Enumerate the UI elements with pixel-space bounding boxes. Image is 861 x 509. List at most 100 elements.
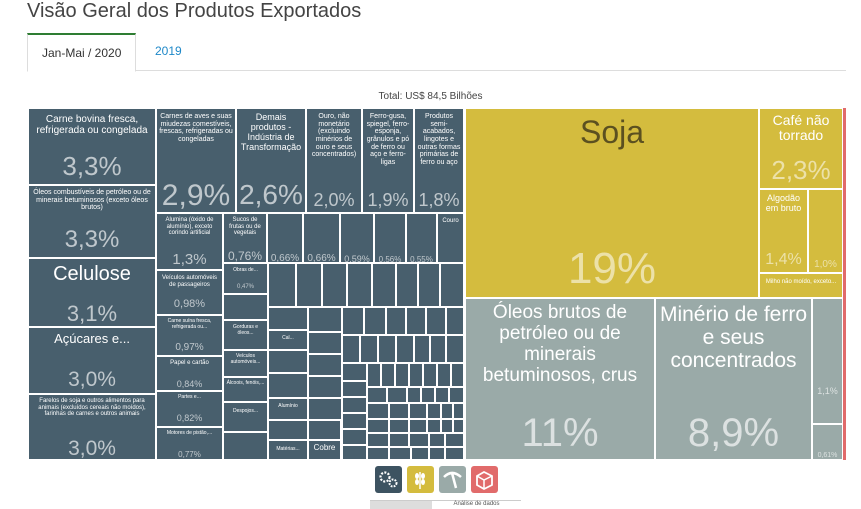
- treemap-cell-papel-e-cartao[interactable]: Papel e cartão 0,84%: [156, 356, 223, 391]
- treemap-cell-ferro-gusa-spiegel-ferro-esponja-granulo[interactable]: Ferro-gusa, spiegel, ferro-esponja, grân…: [362, 108, 414, 213]
- treemap-cell-small[interactable]: [429, 433, 445, 447]
- treemap-cell-materias[interactable]: Matérias...: [268, 440, 308, 460]
- treemap-cell-item-22[interactable]: 0,66%: [303, 213, 340, 263]
- treemap-cell-small[interactable]: [308, 398, 342, 420]
- treemap-cell-small[interactable]: [342, 397, 367, 413]
- treemap-cell-small[interactable]: [389, 419, 409, 433]
- treemap-cell-small[interactable]: [407, 387, 421, 403]
- treemap-cell-motores-de-pistao[interactable]: Motores de pistão,... 0,77%: [156, 427, 223, 460]
- treemap-cell-small[interactable]: [308, 307, 342, 332]
- treemap-cell-small[interactable]: [342, 381, 367, 397]
- treemap-cell-small[interactable]: [268, 420, 308, 440]
- treemap-cell-small[interactable]: [430, 335, 446, 363]
- treemap-cell-small[interactable]: [378, 335, 396, 363]
- treemap-cell-small[interactable]: [446, 335, 464, 363]
- treemap-cell-small[interactable]: [441, 419, 453, 433]
- treemap-cell-small[interactable]: [308, 376, 342, 398]
- treemap-cell-despojos[interactable]: Despojos...: [223, 402, 268, 432]
- treemap-cell-small[interactable]: [381, 363, 395, 387]
- treemap-cell-cafe-nao-torrado[interactable]: Café não torrado 2,3%: [759, 108, 843, 189]
- treemap-cell-small[interactable]: [426, 307, 446, 335]
- treemap-cell-veiculos-automoveis-de-passageiros[interactable]: Veículos automóveis de passageiros 0,98%: [156, 270, 223, 315]
- treemap-cell-small[interactable]: [446, 307, 464, 335]
- treemap-cell-small[interactable]: [342, 335, 360, 363]
- treemap-cell-small[interactable]: [322, 263, 347, 307]
- industry-gears-icon[interactable]: [375, 466, 402, 493]
- treemap-cell-small[interactable]: [451, 363, 464, 387]
- treemap-cell-small[interactable]: [440, 263, 464, 307]
- treemap-cell-small[interactable]: [445, 447, 464, 460]
- treemap-cell-small[interactable]: [342, 445, 367, 460]
- tab-jan-mai-2020[interactable]: Jan-Mai / 2020: [27, 33, 137, 72]
- treemap-cell-small[interactable]: [409, 403, 427, 419]
- treemap-cell-small[interactable]: [411, 447, 429, 460]
- treemap-cell-small[interactable]: [418, 263, 440, 307]
- treemap-cell-carnes-de-aves-e-suas-miudezas-comestive[interactable]: Carnes de aves e suas miudezas comestíve…: [156, 108, 236, 213]
- treemap-cell-item-8[interactable]: 0,61%: [812, 424, 843, 460]
- treemap-cell-small[interactable]: [268, 263, 296, 307]
- treemap-cell-small[interactable]: [414, 335, 430, 363]
- treemap-cell-small[interactable]: [386, 307, 406, 335]
- treemap-cell-small[interactable]: [427, 403, 441, 419]
- mining-pickaxe-icon[interactable]: [439, 466, 466, 493]
- treemap-cell-small[interactable]: [389, 447, 411, 460]
- treemap-cell-small[interactable]: [396, 263, 418, 307]
- treemap-cell-small[interactable]: [429, 447, 445, 460]
- treemap-cell-small[interactable]: [347, 263, 372, 307]
- treemap-cell-small[interactable]: [396, 335, 414, 363]
- treemap-cell-demais-produtos-industria-de-transformac[interactable]: Demais produtos - Indústria de Transform…: [236, 108, 306, 213]
- treemap-cell-small[interactable]: [268, 307, 308, 330]
- treemap-cell-cobre[interactable]: Cobre: [308, 440, 341, 460]
- tab-2019[interactable]: 2019: [155, 44, 182, 58]
- treemap-cell-small[interactable]: [406, 307, 426, 335]
- treemap-cell-item-21[interactable]: 0,66%: [267, 213, 303, 263]
- treemap-cell-item-25[interactable]: 0,55%: [406, 213, 437, 263]
- treemap-cell-small[interactable]: [296, 263, 322, 307]
- treemap-cell-couro[interactable]: Couro: [437, 213, 464, 263]
- treemap-cell-small[interactable]: [308, 332, 342, 354]
- treemap-cell-small[interactable]: [409, 419, 427, 433]
- treemap-cell-carne-bovina-fresca-refrigerada-ou-conge[interactable]: Carne bovina fresca, refrigerada ou cong…: [28, 108, 156, 185]
- treemap-cell-small[interactable]: [364, 307, 386, 335]
- treemap-cell-farelos-de-soja-e-outros-alimentos-para-[interactable]: Farelos de soja e outros alimentos para …: [28, 394, 156, 460]
- treemap-cell-soja[interactable]: Soja 19%: [465, 108, 759, 298]
- treemap-cell-small[interactable]: [449, 387, 464, 403]
- treemap-cell-aluminio[interactable]: Alumínio: [268, 398, 308, 420]
- treemap-cell-small[interactable]: [445, 433, 464, 447]
- treemap-cell-other[interactable]: [843, 108, 846, 460]
- treemap-cell-small[interactable]: [389, 403, 409, 419]
- treemap-cell-small[interactable]: [360, 335, 378, 363]
- treemap-cell-alumina-oxido-de-aluminio-exceto-corindo[interactable]: Alumina (óxido de alumínio), exceto cori…: [156, 213, 223, 270]
- agro-wheat-icon[interactable]: [407, 466, 434, 493]
- bottom-tab-chart[interactable]: [370, 501, 432, 509]
- treemap-cell-small[interactable]: [453, 419, 464, 433]
- treemap-cell-small[interactable]: [367, 447, 389, 460]
- treemap-cell-small[interactable]: [437, 363, 451, 387]
- treemap-cell-small[interactable]: [421, 387, 435, 403]
- other-box-icon[interactable]: [471, 466, 498, 493]
- treemap-cell-small[interactable]: [268, 373, 308, 398]
- treemap-cell-cal[interactable]: Cal...: [268, 330, 308, 350]
- treemap-cell-partes-e[interactable]: Partes e... 0,82%: [156, 391, 223, 427]
- treemap-cell-small[interactable]: [367, 419, 389, 433]
- treemap-cell-gorduras-e-oleos[interactable]: Gorduras e óleos...: [223, 320, 268, 350]
- treemap-cell-small[interactable]: [342, 363, 367, 381]
- treemap-cell-small[interactable]: [223, 294, 268, 320]
- treemap-cell-item-7[interactable]: 1,1%: [812, 298, 843, 424]
- treemap-cell-alcoois-fenois[interactable]: Álcoois, fenóis,...: [223, 377, 268, 402]
- treemap-cell-small[interactable]: [268, 350, 308, 373]
- treemap-cell-celulose[interactable]: Celulose 3,1%: [28, 258, 156, 327]
- bottom-tab-analysis[interactable]: Análise de dados: [453, 501, 500, 507]
- treemap-cell-small[interactable]: [223, 432, 268, 460]
- treemap-cell-small[interactable]: [427, 419, 441, 433]
- treemap-cell-small[interactable]: [409, 363, 423, 387]
- treemap-cell-oleos-combustiveis-de-petroleo-ou-de-min[interactable]: Óleos combustíveis de petróleo ou de min…: [28, 185, 156, 258]
- treemap-cell-small[interactable]: [342, 429, 367, 445]
- treemap-cell-small[interactable]: [342, 413, 367, 429]
- treemap-cell-small[interactable]: [367, 387, 387, 403]
- treemap-cell-sucos-de-frutas-ou-de-vegetais[interactable]: Sucos de frutas ou de vegetais 0,76%: [223, 213, 267, 263]
- treemap-cell-small[interactable]: [441, 403, 453, 419]
- treemap-cell-carne-suina-fresca-refrigerada-ou[interactable]: Carne suína fresca, refrigerada ou... 0,9…: [156, 315, 223, 356]
- treemap-cell-small[interactable]: [367, 363, 381, 387]
- treemap-cell-algodao-em-bruto[interactable]: Algodão em bruto 1,4%: [759, 189, 808, 273]
